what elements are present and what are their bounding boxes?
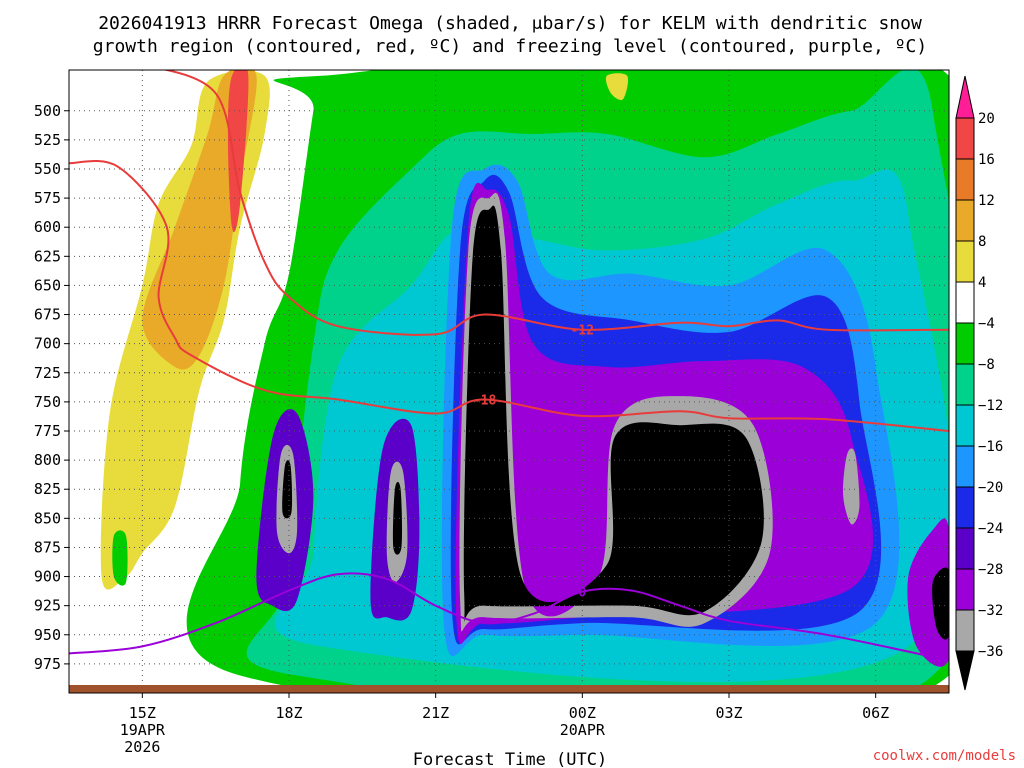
- watermark: coolwx.com/models: [873, 748, 1016, 764]
- colorbar-segment-1: [955, 158, 975, 201]
- y-tick-label-750: 750: [34, 393, 61, 411]
- colorbar-segment-12: [955, 609, 975, 652]
- colorbar-label-0: 20: [978, 111, 995, 127]
- colorbar-segment-0: [955, 117, 975, 160]
- y-tick-label-800: 800: [34, 451, 61, 469]
- colorbar-segment-7: [955, 404, 975, 447]
- x-tick-date-00Z: 20APR: [560, 721, 606, 739]
- colorbar-label-10: −24: [978, 521, 1003, 537]
- colorbar-segment-8: [955, 445, 975, 488]
- contour-line-2: [69, 572, 949, 662]
- colorbar-segment-4: [955, 281, 975, 324]
- x-axis-title: Forecast Time (UTC): [413, 750, 607, 768]
- y-axis: 500 525 550 575 600 625 650 675 700 725 750 775 800 8…: [34, 102, 69, 673]
- colorbar-label-11: −28: [978, 562, 1003, 578]
- x-tick-label-06Z: 06Z: [862, 704, 889, 722]
- x-tick-year-15Z: 2026: [124, 738, 160, 756]
- omega-region-16: [392, 481, 403, 555]
- y-tick-label-600: 600: [34, 218, 61, 236]
- y-tick-label-850: 850: [34, 509, 61, 527]
- y-tick-label-500: 500: [34, 102, 61, 120]
- colorbar-label-2: 12: [978, 193, 995, 209]
- omega-region-2: [227, 70, 249, 233]
- contour-line-0: [69, 160, 949, 432]
- colorbar-segment-2: [955, 199, 975, 242]
- colorbar-segment-10: [955, 527, 975, 570]
- colorbar-label-3: 8: [978, 234, 986, 250]
- colorbar-segment-6: [955, 363, 975, 406]
- colorbar-top-arrow: [955, 75, 975, 119]
- colorbar-label-5: −4: [978, 316, 995, 332]
- x-tick-label-15Z: 15Z: [129, 704, 156, 722]
- x-tick-label-18Z: 18Z: [275, 704, 302, 722]
- x-tick-date-15Z: 19APR: [120, 721, 166, 739]
- omega-region-17: [842, 448, 860, 525]
- colorbar-bottom-arrow: [955, 650, 975, 691]
- colorbar-segment-9: [955, 486, 975, 529]
- y-tick-label-925: 925: [34, 597, 61, 615]
- contour-label-0: -18: [473, 394, 497, 409]
- colorbar-label-9: −20: [978, 480, 1003, 496]
- colorbar-label-1: 16: [978, 152, 995, 168]
- y-tick-label-550: 550: [34, 160, 61, 178]
- contour-line-1: [162, 70, 949, 336]
- y-tick-label-950: 950: [34, 626, 61, 644]
- plot-frame: [68, 69, 950, 694]
- colorbar-label-8: −16: [978, 439, 1003, 455]
- omega-region-19: [932, 567, 949, 640]
- chart-title-line1: 2026041913 HRRR Forecast Omega (shaded, …: [98, 13, 922, 34]
- omega-region-13: [282, 460, 293, 519]
- y-tick-label-975: 975: [34, 655, 61, 673]
- y-tick-label-825: 825: [34, 480, 61, 498]
- y-tick-label-775: 775: [34, 422, 61, 440]
- colorbar-label-4: 4: [978, 275, 986, 291]
- colorbar-segment-11: [955, 568, 975, 611]
- x-tick-label-00Z: 00Z: [569, 704, 596, 722]
- temperature-contours: -18 -12 0: [69, 70, 949, 662]
- y-tick-label-875: 875: [34, 538, 61, 556]
- contour-label-1: -12: [571, 324, 594, 339]
- colorbar-segment-5: [955, 322, 975, 365]
- colorbar-label-12: −32: [978, 603, 1003, 619]
- colorbar: 20 16 12 8 4 −4 −8 −12 −16 −20 −24 −28 −32 −36: [955, 75, 1003, 691]
- x-tick-label-21Z: 21Z: [422, 704, 449, 722]
- y-tick-label-650: 650: [34, 276, 61, 294]
- y-tick-label-675: 675: [34, 306, 61, 324]
- contour-label-2: 0: [578, 586, 586, 601]
- colorbar-label-13: −36: [978, 644, 1003, 660]
- y-tick-label-525: 525: [34, 131, 61, 149]
- y-tick-label-900: 900: [34, 568, 61, 586]
- chart-title-line2: growth region (contoured, red, ºC) and f…: [93, 36, 927, 57]
- x-tick-label-03Z: 03Z: [715, 704, 742, 722]
- ground-surface: [69, 685, 949, 693]
- colorbar-label-6: −8: [978, 357, 995, 373]
- y-tick-label-625: 625: [34, 247, 61, 265]
- omega-shaded-field: [100, 70, 949, 693]
- colorbar-segment-3: [955, 240, 975, 283]
- colorbar-label-7: −12: [978, 398, 1003, 414]
- y-tick-label-725: 725: [34, 364, 61, 382]
- omega-region-10: [463, 205, 764, 623]
- y-tick-label-575: 575: [34, 189, 61, 207]
- omega-region-21: [605, 73, 629, 100]
- omega-region-20: [112, 530, 128, 586]
- y-tick-label-700: 700: [34, 335, 61, 353]
